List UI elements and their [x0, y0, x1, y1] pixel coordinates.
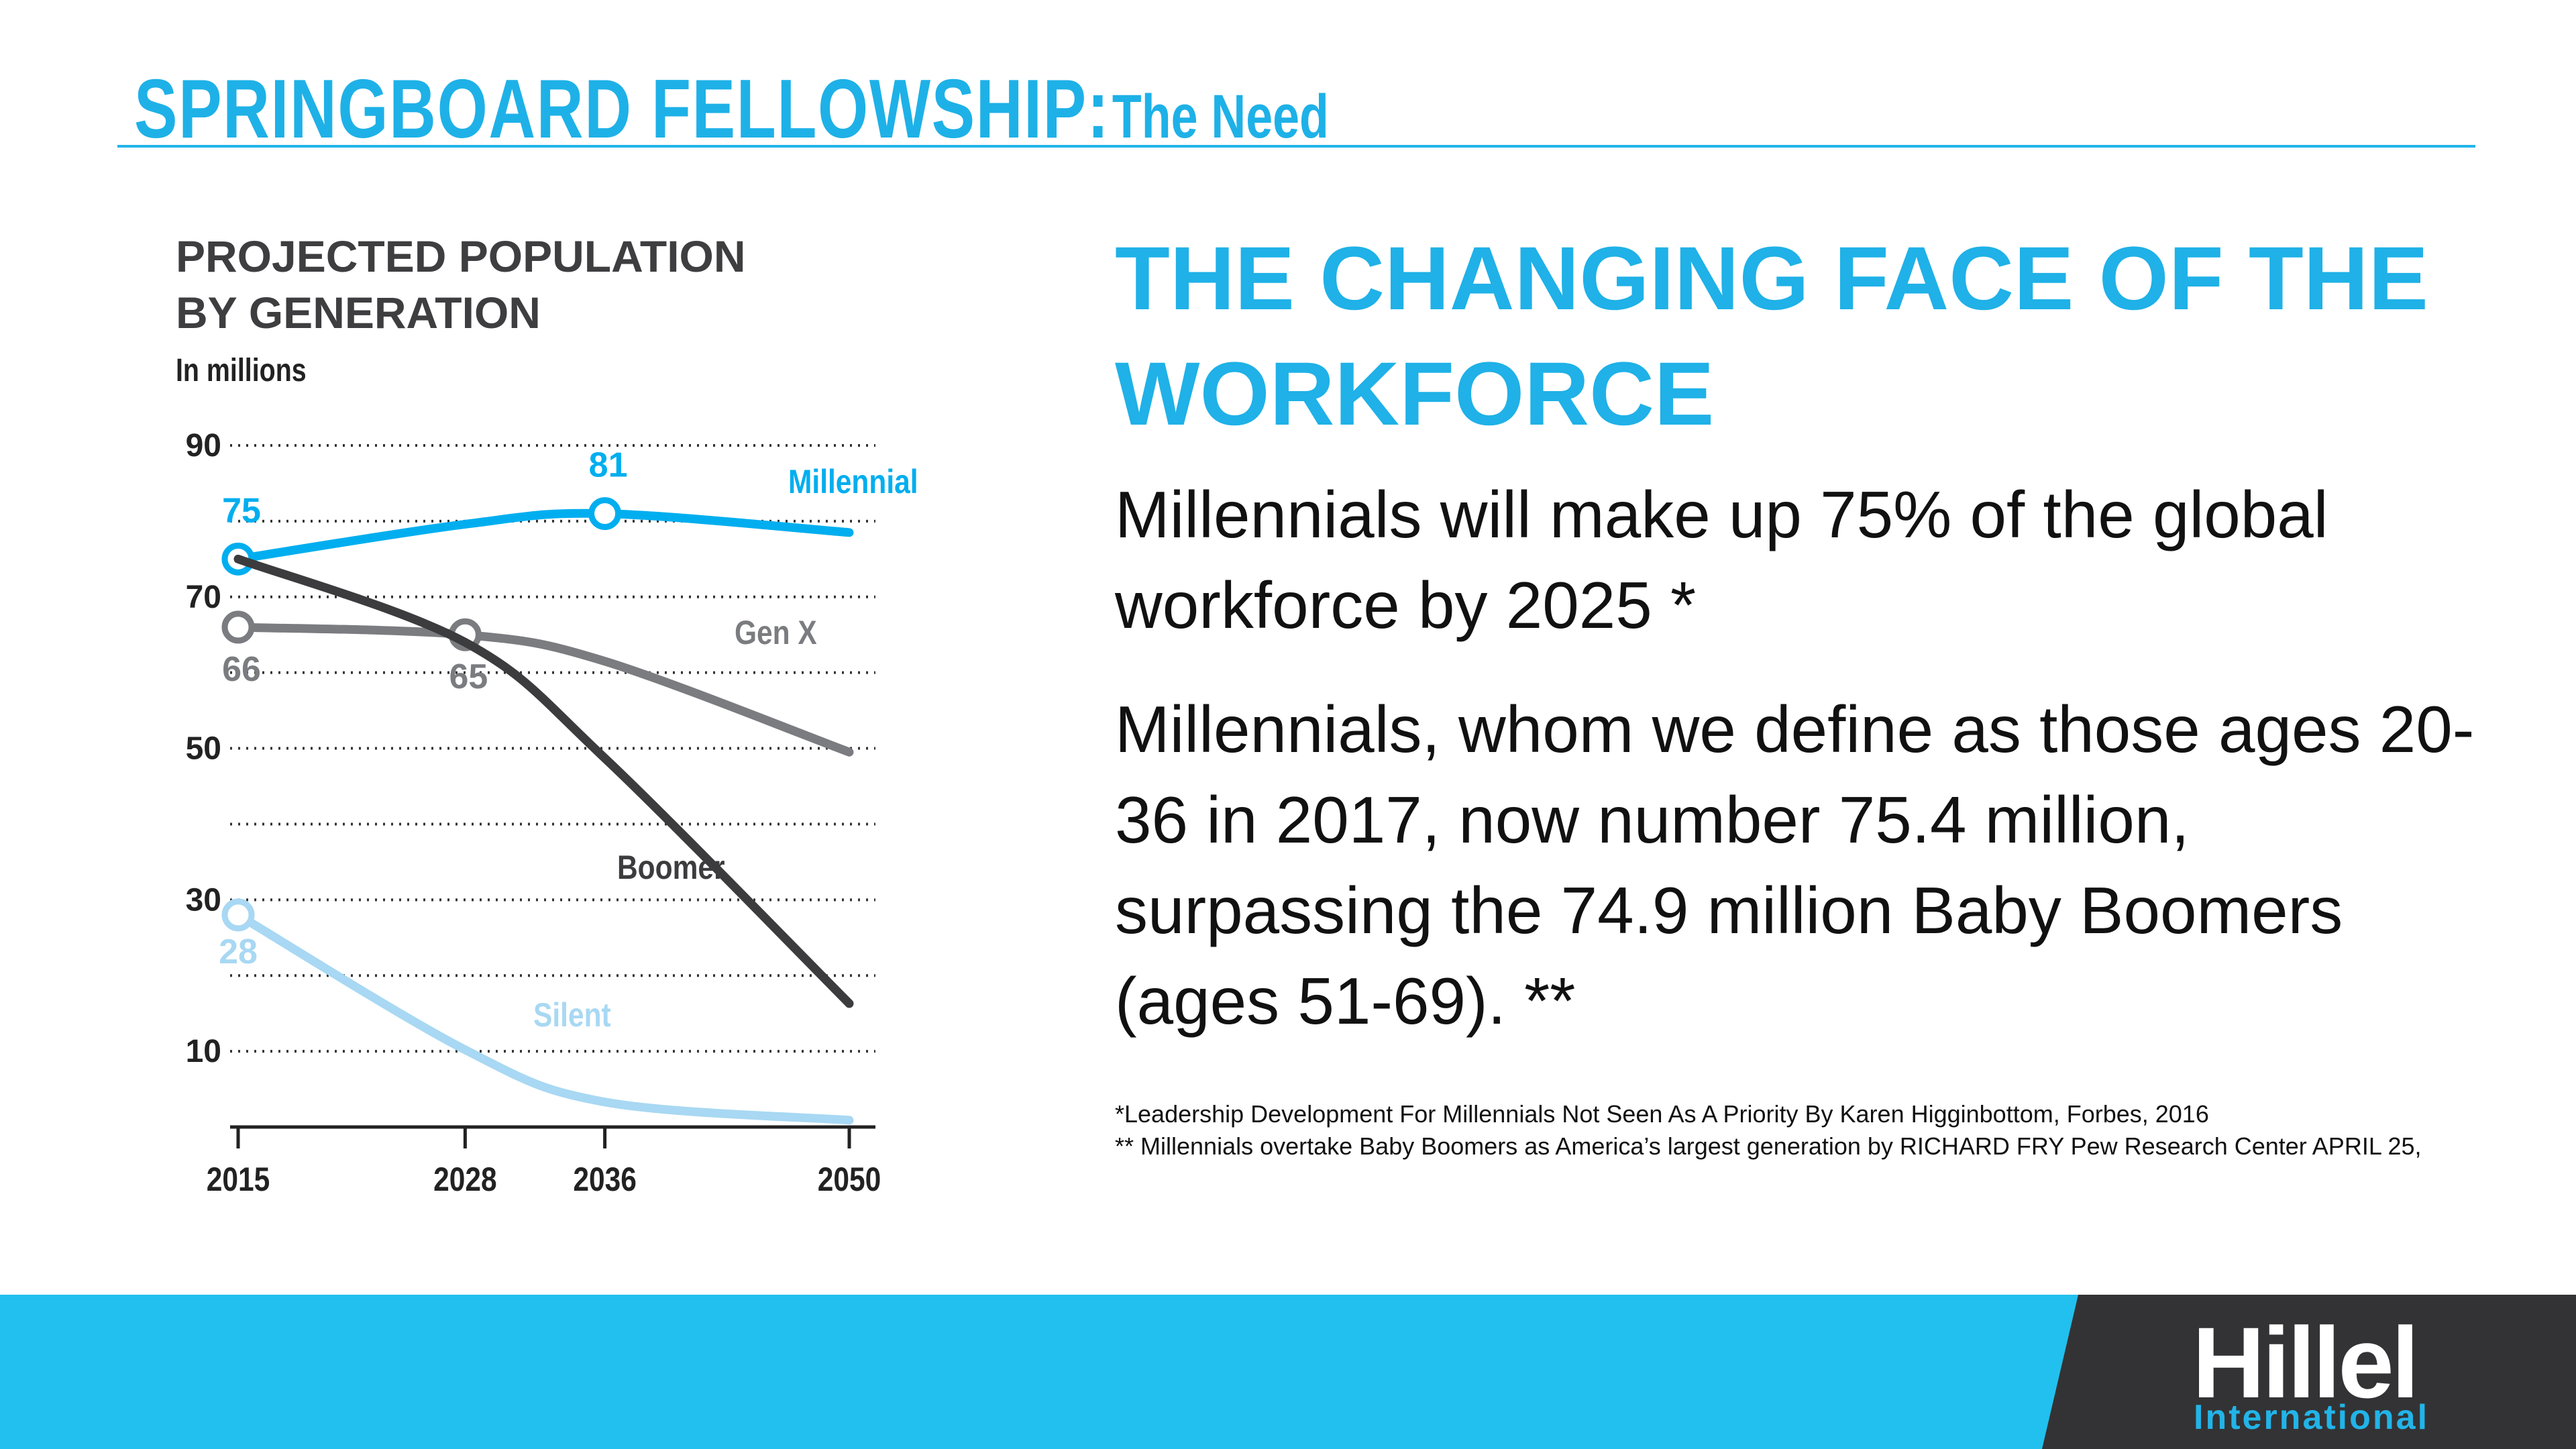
slide-title: SPRINGBOARD FELLOWSHIP: The Need	[134, 62, 1329, 157]
series-line-boomer	[233, 554, 854, 1008]
paragraph-1: Millennials will make up 75% of the glob…	[1115, 478, 2328, 642]
data-point-marker	[221, 610, 255, 644]
footer-logo-panel	[2042, 1295, 2576, 1449]
footnote-2: ** Millennials overtake Baby Boomers as …	[1115, 1132, 2422, 1160]
chart-title-line-2: BY GENERATION	[176, 288, 541, 337]
series-label: Boomer	[617, 849, 725, 886]
chart-y-unit: In millions	[176, 353, 307, 388]
series-line-silent	[233, 910, 854, 1125]
data-point-marker	[588, 497, 622, 531]
chart-title: PROJECTED POPULATION BY GENERATION	[176, 228, 746, 341]
footnote-1: *Leadership Development For Millennials …	[1115, 1100, 2209, 1128]
y-tick-label: 70	[186, 580, 221, 615]
x-tick-label: 2036	[573, 1161, 637, 1198]
data-label: 81	[589, 446, 628, 485]
slide-title-sub: The Need	[1112, 83, 1329, 151]
paragraph-2: Millennials, whom we define as those age…	[1115, 692, 2475, 1038]
x-tick-label: 2028	[433, 1161, 497, 1198]
series-label: Gen X	[735, 614, 817, 651]
y-tick-label: 10	[186, 1034, 221, 1069]
data-point-marker	[221, 898, 255, 932]
series-label: Silent	[533, 996, 611, 1034]
data-label: 28	[219, 932, 258, 971]
hillel-logo: Hillel	[2192, 1306, 2419, 1419]
series-label: Millennial	[788, 463, 918, 500]
data-label: 75	[222, 491, 261, 530]
population-chart: 90 70 50 30 10 2015 2028 2036 2050 75 81 Millennial…	[186, 428, 918, 1198]
series-line-millennial	[233, 508, 854, 564]
series-line-gen-x	[233, 623, 854, 757]
title-divider	[117, 145, 2475, 148]
y-tick-label: 30	[186, 882, 221, 918]
y-tick-label: 50	[186, 731, 221, 767]
hillel-logo-subtitle: International	[2194, 1398, 2430, 1437]
section-heading: THE CHANGING FACE OF THE WORKFORCE	[1115, 229, 2428, 444]
slide-title-main: SPRINGBOARD FELLOWSHIP:	[134, 63, 1110, 156]
data-label: 65	[449, 657, 488, 696]
x-tick-label: 2015	[207, 1161, 270, 1198]
data-label: 66	[222, 650, 261, 689]
chart-title-line-1: PROJECTED POPULATION	[176, 231, 746, 281]
y-tick-label: 90	[186, 428, 221, 464]
x-tick-label: 2050	[818, 1161, 881, 1198]
